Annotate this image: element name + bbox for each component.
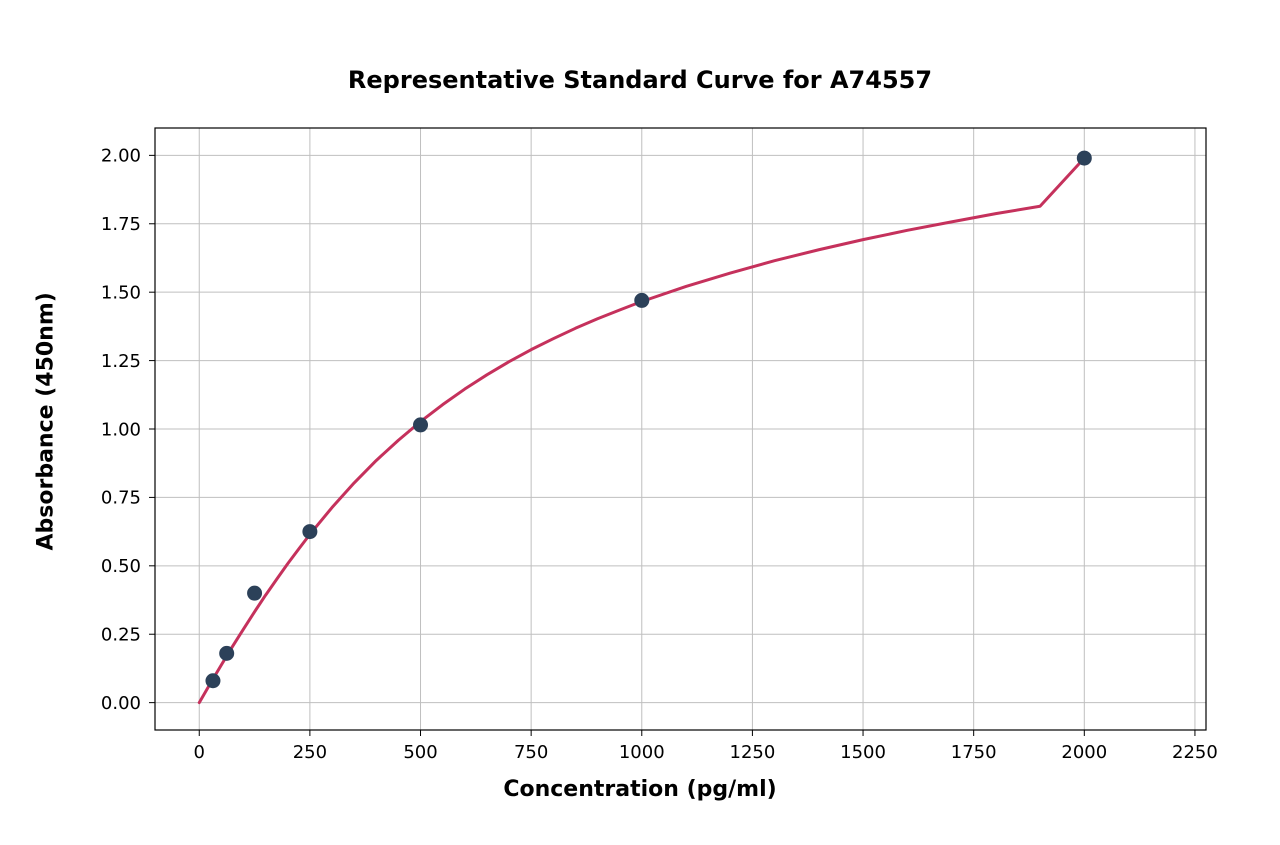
data-point — [206, 674, 220, 688]
y-tick-label: 0.50 — [101, 556, 141, 577]
figure: Representative Standard Curve for A74557… — [0, 0, 1280, 845]
x-tick-label: 1500 — [840, 742, 886, 763]
y-tick-label: 0.25 — [101, 625, 141, 646]
x-tick-label: 1000 — [619, 742, 665, 763]
x-tick-label: 250 — [293, 742, 327, 763]
x-tick-label: 1750 — [951, 742, 997, 763]
data-point — [414, 418, 428, 432]
y-tick-label: 1.75 — [101, 214, 141, 235]
y-tick-label: 1.00 — [101, 419, 141, 440]
x-tick-label: 2250 — [1172, 742, 1218, 763]
data-point — [248, 586, 262, 600]
y-tick-label: 1.25 — [101, 351, 141, 372]
y-tick-label: 1.50 — [101, 282, 141, 303]
y-tick-label: 2.00 — [101, 146, 141, 167]
scatter-points — [206, 151, 1091, 688]
chart-plot: 0 250 500 750 1000 1250 1500 1750 2000 2250 0.00 0.… — [0, 0, 1280, 845]
y-tick-label: 0.00 — [101, 693, 141, 714]
y-tick-label: 0.75 — [101, 488, 141, 509]
data-point — [220, 646, 234, 660]
grid — [155, 128, 1206, 730]
x-tick-label: 750 — [514, 742, 548, 763]
data-point — [1077, 151, 1091, 165]
x-tick-label: 500 — [403, 742, 437, 763]
x-tick-label: 1250 — [730, 742, 776, 763]
x-tick-label: 0 — [194, 742, 205, 763]
x-tick-label: 2000 — [1061, 742, 1107, 763]
ticks: 0 250 500 750 1000 1250 1500 1750 2000 2250 0.00 0.… — [101, 146, 1218, 763]
data-point — [303, 525, 317, 539]
data-point — [635, 293, 649, 307]
